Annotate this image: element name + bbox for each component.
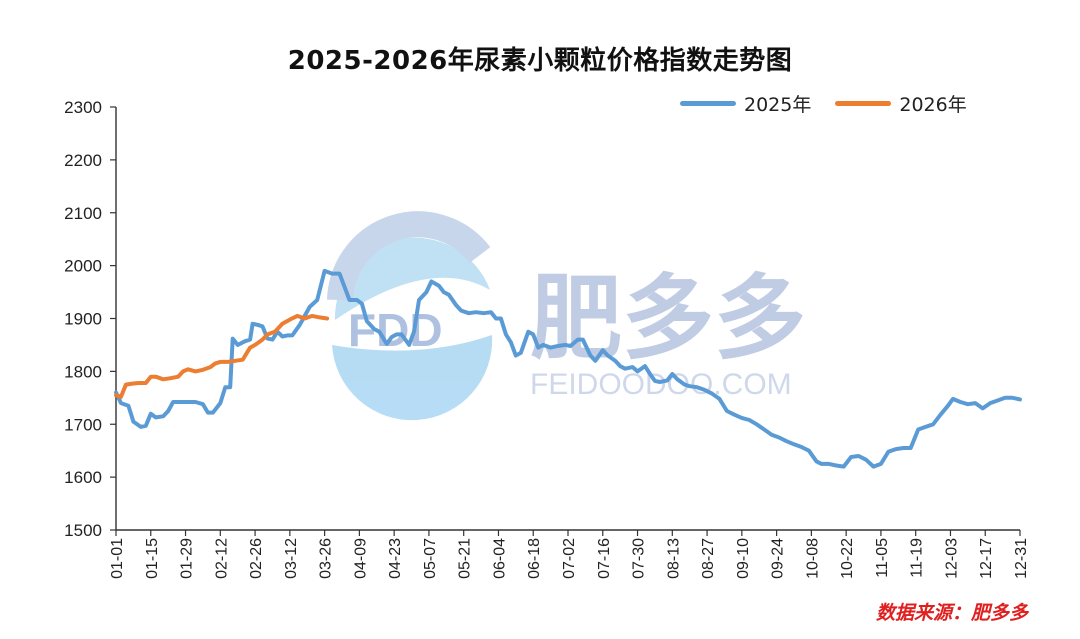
x-tick-label: 05-21 xyxy=(457,538,474,579)
x-tick-label: 01-15 xyxy=(144,538,161,579)
x-tick-label: 03-26 xyxy=(318,538,335,579)
y-tick-label: 2100 xyxy=(64,204,102,223)
x-tick-label: 03-12 xyxy=(283,538,300,579)
y-tick-label: 2000 xyxy=(64,257,102,276)
x-tick-label: 08-27 xyxy=(700,538,717,579)
x-tick-label: 07-30 xyxy=(631,538,648,579)
x-tick-label: 07-16 xyxy=(596,538,613,579)
x-tick-label: 04-23 xyxy=(387,538,404,579)
data-source: 数据来源：肥多多 xyxy=(875,602,1028,624)
x-tick-label: 05-07 xyxy=(422,538,439,579)
y-tick-label: 1500 xyxy=(64,521,102,540)
x-tick-label: 12-17 xyxy=(978,538,995,579)
series-line-2025 xyxy=(114,268,1022,469)
x-tick-label: 07-02 xyxy=(561,538,578,579)
legend-swatch-2025 xyxy=(680,101,736,106)
series-line-2026 xyxy=(114,313,330,399)
x-tick-label: 08-13 xyxy=(665,538,682,579)
y-tick-label: 1800 xyxy=(64,362,102,381)
x-tick-label: 10-08 xyxy=(804,538,821,579)
chart-title: 2025-2026年尿素小颗粒价格指数走势图 xyxy=(287,46,793,76)
legend-label-2026: 2026年 xyxy=(899,94,967,116)
legend-item-2025: 2025年 xyxy=(680,90,811,117)
y-tick-label: 2300 xyxy=(64,98,102,117)
legend-label-2025: 2025年 xyxy=(744,94,812,116)
x-tick-label: 06-18 xyxy=(526,538,543,579)
x-tick-label: 11-19 xyxy=(909,538,926,578)
y-tick-label: 1600 xyxy=(64,468,102,487)
x-tick-label: 02-26 xyxy=(248,538,265,579)
series-layer xyxy=(114,268,1022,469)
x-tick-label: 09-24 xyxy=(770,538,787,579)
legend-item-2026: 2026年 xyxy=(835,90,967,117)
x-tick-label: 12-31 xyxy=(1013,538,1030,579)
watermark: FDD 肥多多 FEIDOODOO.COM xyxy=(327,211,806,421)
x-tick-label: 02-12 xyxy=(213,538,230,579)
x-tick-label: 10-22 xyxy=(839,538,856,579)
legend: 2025年 2026年 xyxy=(680,90,991,117)
x-tick-label: 01-01 xyxy=(109,538,126,579)
y-tick-label: 2200 xyxy=(64,151,102,170)
axes: 1500 1600 1700 1800 1900 2000 2100 2200 2300 01-0… xyxy=(64,98,1030,579)
watermark-url: FEIDOODOO.COM xyxy=(530,368,792,401)
watermark-brand: 肥多多 xyxy=(530,268,806,370)
legend-swatch-2026 xyxy=(835,101,892,106)
x-tick-label: 12-03 xyxy=(943,538,960,579)
x-tick-label: 04-09 xyxy=(352,538,369,579)
x-tick-label: 11-05 xyxy=(874,538,891,578)
y-tick-label: 1900 xyxy=(64,310,102,329)
x-tick-label: 01-29 xyxy=(179,538,196,579)
x-tick-label: 06-04 xyxy=(491,538,508,579)
watermark-logo: FDD xyxy=(327,211,493,421)
x-tick-label: 09-10 xyxy=(735,538,752,579)
y-tick-label: 1700 xyxy=(64,415,102,434)
